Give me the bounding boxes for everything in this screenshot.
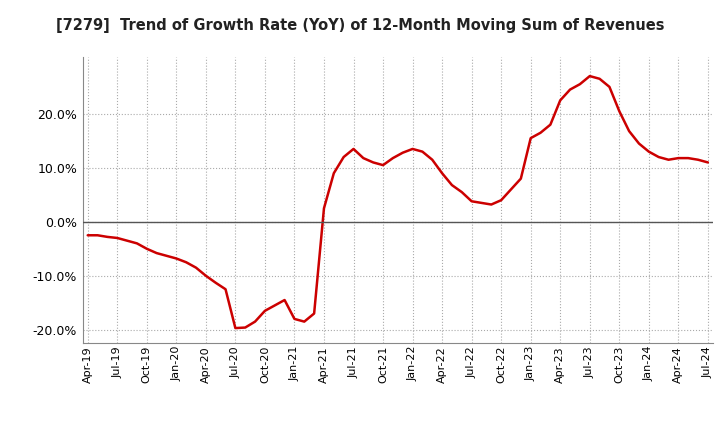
- Text: [7279]  Trend of Growth Rate (YoY) of 12-Month Moving Sum of Revenues: [7279] Trend of Growth Rate (YoY) of 12-…: [55, 18, 665, 33]
